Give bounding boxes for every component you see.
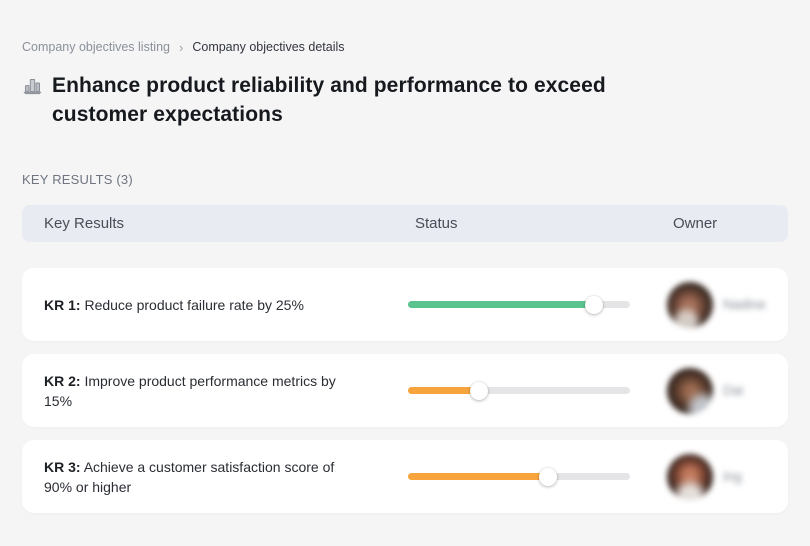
page-title: Enhance product reliability and performa… [52, 74, 606, 126]
key-result-row-1[interactable]: KR 1: Reduce product failure rate by 25%… [22, 268, 788, 341]
key-results-table-header: Key Results Status Owner [22, 205, 788, 242]
owner-cell: Dai [645, 367, 788, 414]
key-result-label: KR 3: [44, 458, 81, 475]
column-header-status: Status [415, 215, 458, 232]
chevron-right-icon: › [179, 39, 184, 55]
owner-name: Nadine [723, 297, 766, 312]
key-result-description-text: Reduce product failure rate by 25% [84, 296, 304, 313]
breadcrumb: Company objectives listing › Company obj… [22, 0, 788, 54]
progress-slider[interactable] [408, 295, 630, 314]
key-result-row-3[interactable]: KR 3: Achieve a customer satisfaction sc… [22, 440, 788, 513]
breadcrumb-listing-link[interactable]: Company objectives listing [22, 40, 170, 54]
building-icon [23, 78, 42, 95]
progress-knob[interactable] [538, 467, 557, 486]
column-header-owner: Owner [673, 215, 718, 232]
objective-title-row: Enhance product reliability and performa… [22, 71, 788, 129]
key-result-label: KR 1: [44, 296, 81, 313]
key-results-list: KR 1: Reduce product failure rate by 25%… [22, 268, 788, 513]
progress-fill [408, 301, 595, 308]
progress-slider[interactable] [408, 381, 630, 400]
column-header-key-results: Key Results [44, 215, 125, 232]
owner-avatar [667, 281, 713, 328]
key-result-text: KR 3: Achieve a customer satisfaction sc… [22, 457, 354, 497]
key-result-text: KR 2: Improve product performance metric… [22, 371, 354, 411]
key-result-description-text: Achieve a customer satisfaction score of… [44, 458, 335, 495]
progress-track [408, 387, 630, 394]
progress-slider[interactable] [408, 467, 630, 486]
owner-avatar [667, 367, 713, 414]
breadcrumb-current-page: Company objectives details [192, 40, 345, 54]
owner-avatar [667, 453, 713, 500]
owner-cell: Nadine [645, 281, 788, 328]
key-result-label: KR 2: [44, 372, 81, 389]
progress-fill [408, 387, 480, 394]
progress-fill [408, 473, 548, 480]
key-results-section-label: KEY RESULTS (3) [22, 172, 133, 187]
progress-knob[interactable] [585, 295, 604, 314]
progress-knob[interactable] [470, 381, 489, 400]
owner-cell: Ing [645, 453, 788, 500]
owner-name: Ing [723, 469, 742, 484]
key-result-description-text: Improve product performance metrics by 1… [44, 372, 336, 409]
owner-name: Dai [723, 383, 744, 398]
key-result-row-2[interactable]: KR 2: Improve product performance metric… [22, 354, 788, 427]
key-result-text: KR 1: Reduce product failure rate by 25% [22, 295, 354, 315]
